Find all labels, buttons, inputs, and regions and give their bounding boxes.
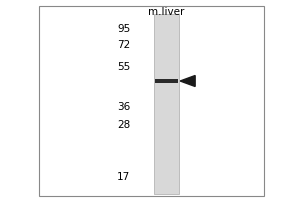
Polygon shape: [180, 76, 195, 86]
Text: 95: 95: [117, 24, 130, 34]
FancyBboxPatch shape: [39, 6, 264, 196]
FancyBboxPatch shape: [155, 79, 178, 83]
Text: 28: 28: [117, 120, 130, 130]
Text: 17: 17: [117, 172, 130, 182]
Text: 55: 55: [117, 62, 130, 72]
FancyBboxPatch shape: [154, 14, 179, 194]
Text: m.liver: m.liver: [148, 7, 185, 17]
Text: 36: 36: [117, 102, 130, 112]
Text: 72: 72: [117, 40, 130, 50]
